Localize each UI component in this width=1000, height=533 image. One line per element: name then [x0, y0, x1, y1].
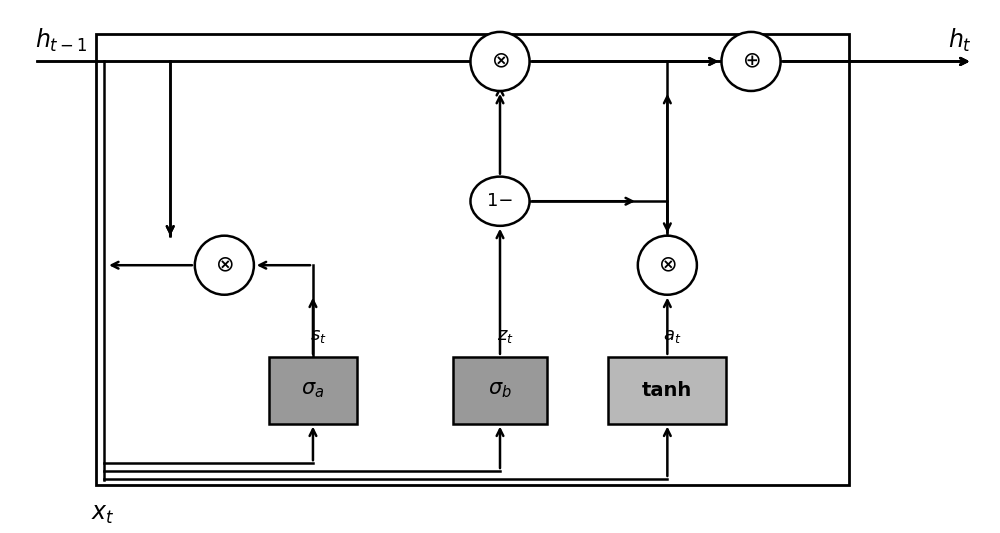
- Bar: [453, 357, 547, 424]
- Bar: [269, 357, 357, 424]
- Text: $h_t$: $h_t$: [948, 26, 972, 53]
- Ellipse shape: [470, 176, 530, 226]
- Text: $z_t$: $z_t$: [497, 327, 513, 345]
- Text: $a_t$: $a_t$: [663, 327, 681, 345]
- Text: $\sigma_b$: $\sigma_b$: [488, 380, 512, 400]
- Text: $x_t$: $x_t$: [91, 503, 115, 527]
- Text: $\oplus$: $\oplus$: [742, 52, 760, 71]
- Text: 1−: 1−: [487, 192, 513, 210]
- Circle shape: [470, 32, 530, 91]
- Text: $\otimes$: $\otimes$: [491, 52, 509, 71]
- Text: $\otimes$: $\otimes$: [658, 255, 677, 275]
- Text: tanh: tanh: [642, 381, 692, 400]
- Text: $\sigma_a$: $\sigma_a$: [301, 380, 325, 400]
- Bar: [608, 357, 726, 424]
- Circle shape: [638, 236, 697, 295]
- Bar: [96, 34, 849, 484]
- Text: $s_t$: $s_t$: [310, 327, 326, 345]
- Text: $h_{t-1}$: $h_{t-1}$: [35, 26, 88, 53]
- Text: $\otimes$: $\otimes$: [215, 255, 234, 275]
- Circle shape: [195, 236, 254, 295]
- Circle shape: [721, 32, 781, 91]
